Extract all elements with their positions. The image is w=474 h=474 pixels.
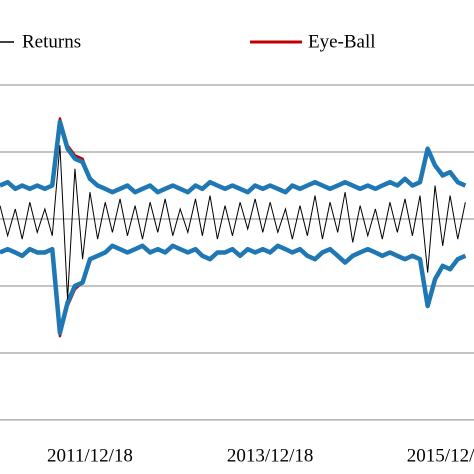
x-tick-label: 2011/12/18 [47,445,133,466]
x-tick-label: 2013/12/18 [227,445,314,466]
legend-label: Returns [22,31,81,52]
x-tick-label: 2015/12/18 [407,445,474,466]
band-line [0,243,467,336]
legend-label: Eye-Ball [308,31,376,52]
band-line [0,119,467,195]
returns-line [0,145,466,300]
